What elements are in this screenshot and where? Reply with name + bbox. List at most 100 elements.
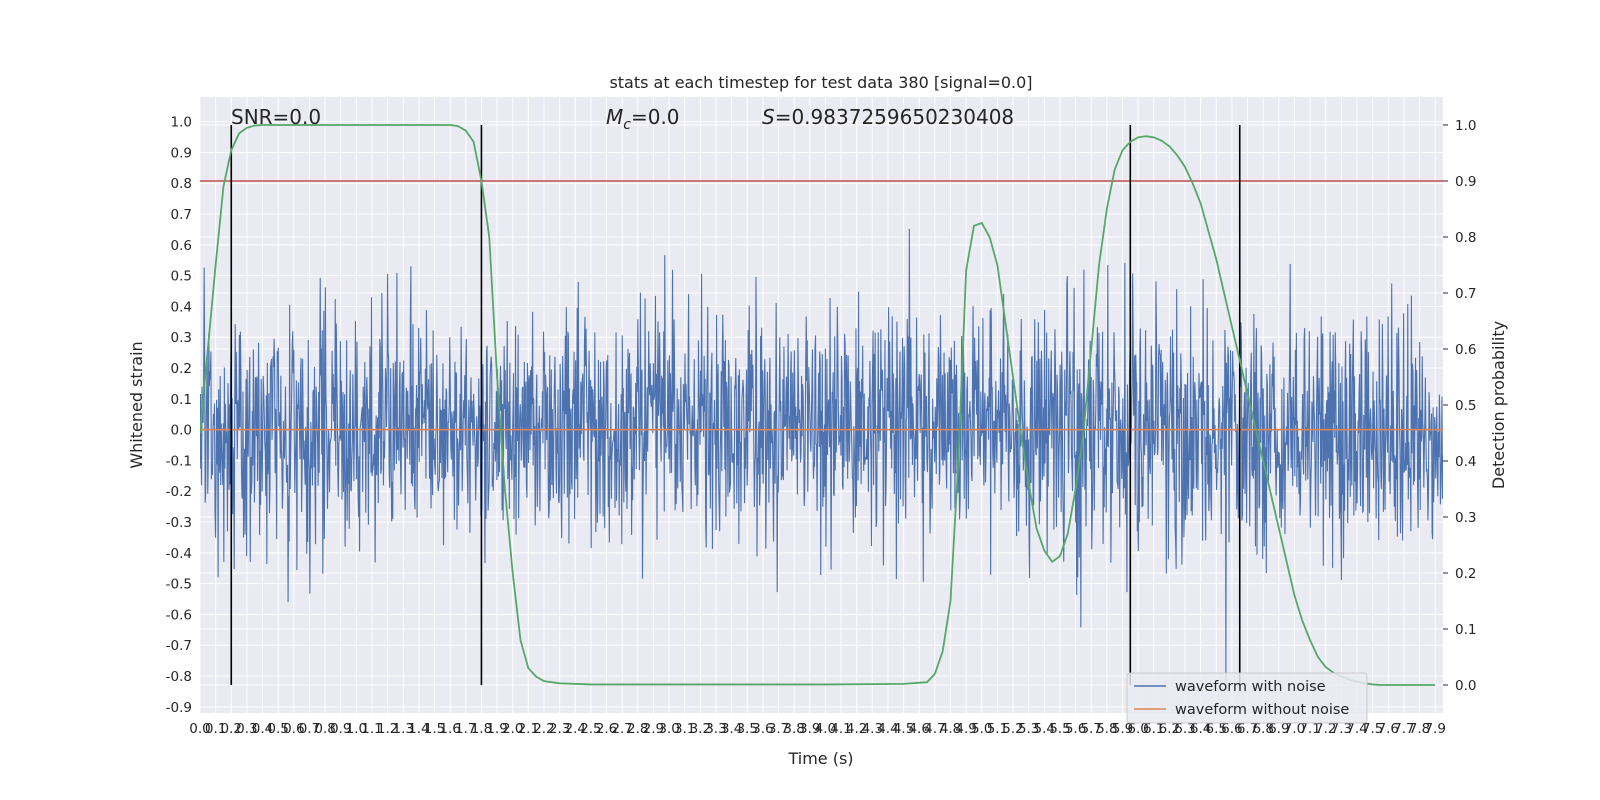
x-tick-label: 3.5 [736,721,757,737]
y-tick-label: 0.4 [171,299,192,315]
y2-tick-label: 0.0 [1455,678,1476,694]
x-tick-label: 2.5 [580,721,601,737]
x-tick-label: 1.5 [424,721,445,737]
y-tick-label: -0.7 [166,638,192,654]
mc-annotation: Mc=0.0 [606,105,680,133]
y-tick-label: -0.2 [166,484,192,500]
x-tick-label: 4.8 [940,721,961,737]
y-tick-label: 0.9 [171,145,192,161]
mc-value: =0.0 [631,105,680,129]
y2-tick-label: 0.2 [1455,566,1476,582]
x-tick-label: 0.0 [189,721,210,737]
x-tick-label: 0.5 [267,721,288,737]
x-tick-label: 7.9 [1424,721,1445,737]
x-tick-label: 5.2 [1002,721,1023,737]
x-tick-label: 7.3 [1331,721,1352,737]
x-tick-label: 1.9 [486,721,507,737]
x-tick-label: 0.9 [330,721,351,737]
x-tick-label: 3.4 [721,721,742,737]
x-tick-label: 0.7 [299,721,320,737]
x-tick-label: 4.7 [924,721,945,737]
x-tick-label: 2.4 [565,721,586,737]
x-tick-label: 6.0 [1127,721,1148,737]
x-tick-label: 5.1 [987,721,1008,737]
x-tick-label: 5.7 [1080,721,1101,737]
x-tick-label: 7.8 [1409,721,1430,737]
y-tick-label: 0.5 [171,269,192,285]
x-tick-label: 7.5 [1362,721,1383,737]
x-tick-label: 3.1 [674,721,695,737]
chart-title: stats at each timestep for test data 380… [609,73,1032,92]
x-tick-label: 6.1 [1143,721,1164,737]
x-tick-label: 2.7 [611,721,632,737]
y2-tick-label: 0.5 [1455,398,1476,414]
x-tick-label: 0.6 [283,721,304,737]
y-ticks: 1.0 0.9 0.8 0.7 0.6 0.5 0.4 0.3 0.2 0.1 0.0 -0.1 -0.… [166,115,192,716]
y-tick-label: 0.1 [171,392,192,408]
x-tick-label: 2.8 [627,721,648,737]
mc-symbol: M [606,105,623,129]
y2-tick-label: 0.7 [1455,286,1476,302]
x-tick-label: 4.9 [955,721,976,737]
y2-tick-label: 0.8 [1455,230,1476,246]
x-tick-label: 4.3 [862,721,883,737]
x-tick-label: 7.0 [1284,721,1305,737]
y-tick-label: 0.3 [171,330,192,346]
s-annotation: S=0.9837259650230408 [762,105,1014,129]
y-tick-label: 0.0 [171,423,192,439]
y-tick-label: 0.8 [171,176,192,192]
legend-box [1126,672,1368,724]
x-tick-label: 2.3 [549,721,570,737]
y2-ticks: 1.0 0.9 0.8 0.7 0.6 0.5 0.4 0.3 0.2 0.1 0.0 [1443,118,1476,694]
y-tick-label: -0.9 [166,700,192,716]
y2-axis-label: Detection probability [1489,321,1508,489]
x-tick-label: 0.3 [236,721,257,737]
mc-subscript: c [623,117,631,133]
waveform-with-noise-line [200,228,1443,689]
s-value: =0.9837259650230408 [775,105,1014,129]
y-axis-label: Whitened strain [127,341,146,468]
x-tick-label: 7.4 [1346,721,1367,737]
y2-tick-label: 1.0 [1455,118,1476,134]
x-tick-label: 6.2 [1159,721,1180,737]
y-tick-label: -0.3 [166,515,192,531]
x-tick-label: 0.1 [205,721,226,737]
x-tick-label: 6.8 [1252,721,1273,737]
x-tick-label: 4.2 [846,721,867,737]
x-tick-label: 5.6 [1065,721,1086,737]
x-tick-label: 6.7 [1237,721,1258,737]
y-tick-label: 0.2 [171,361,192,377]
x-tick-label: 3.9 [799,721,820,737]
x-tick-label: 5.0 [971,721,992,737]
x-tick-label: 1.6 [439,721,460,737]
x-tick-label: 4.5 [893,721,914,737]
x-tick-label: 7.1 [1299,721,1320,737]
y2-tick-label: 0.4 [1455,454,1476,470]
y-tick-label: -0.6 [166,607,192,623]
x-tick-label: 5.4 [1034,721,1055,737]
x-tick-label: 3.7 [768,721,789,737]
y-tick-label: -0.8 [166,669,192,685]
s-symbol: S [762,105,775,129]
x-tick-label: 1.1 [361,721,382,737]
legend-label-waveform-with-noise: waveform with noise [1175,679,1326,695]
x-tick-label: 2.9 [643,721,664,737]
detection-probability-line [200,124,1436,686]
x-tick-label: 7.7 [1393,721,1414,737]
legend-label-waveform-without-noise: waveform without noise [1175,702,1349,718]
x-tick-label: 5.5 [1049,721,1070,737]
y-tick-label: 0.6 [171,238,192,254]
x-tick-label: 1.7 [455,721,476,737]
y-tick-label: -0.4 [166,546,192,562]
x-tick-label: 2.2 [533,721,554,737]
x-tick-label: 4.6 [908,721,929,737]
y2-tick-label: 0.1 [1455,622,1476,638]
x-tick-label: 6.3 [1174,721,1195,737]
y-tick-label: -0.5 [166,577,192,593]
x-tick-label: 5.9 [1112,721,1133,737]
x-axis-label: Time (s) [787,749,853,768]
x-tick-label: 4.4 [877,721,898,737]
x-tick-label: 3.6 [752,721,773,737]
y-tick-label: 0.7 [171,207,192,223]
